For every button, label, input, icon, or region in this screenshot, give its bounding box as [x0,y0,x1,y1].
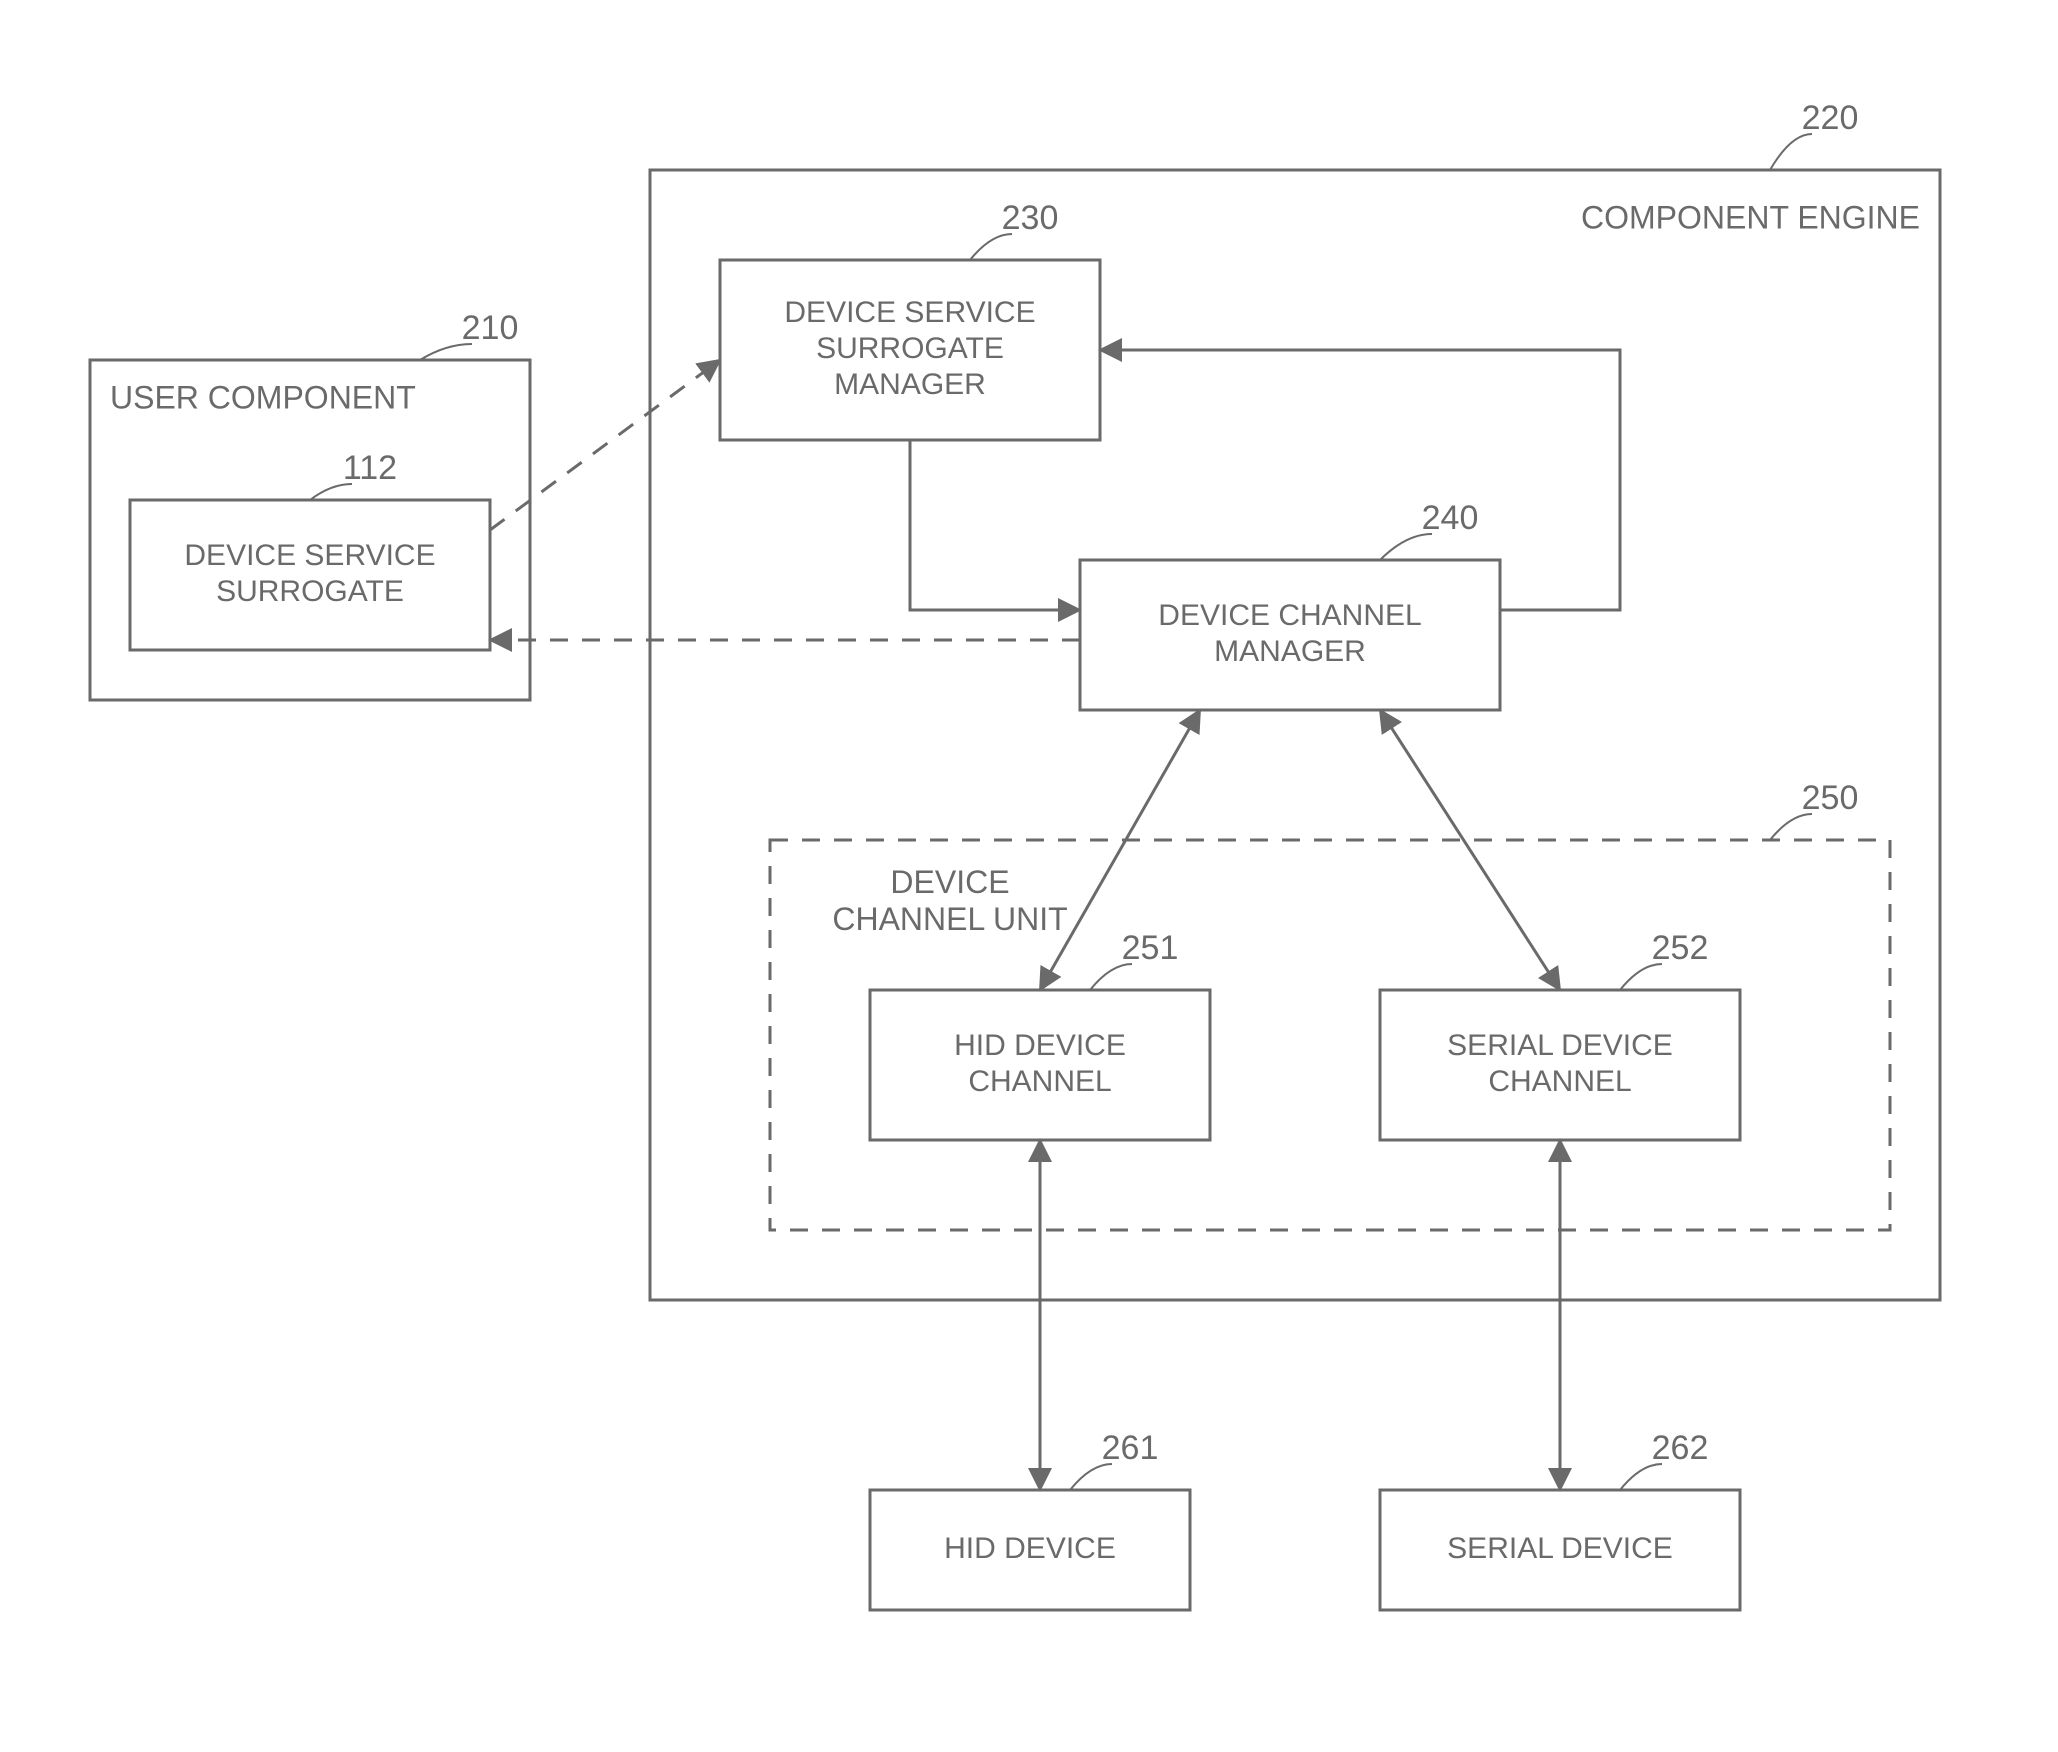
serial-device: SERIAL DEVICE [1380,1490,1740,1610]
user-component-title: USER COMPONENT [110,379,416,415]
connector [1380,710,1560,990]
device-service-surrogate-label: DEVICE SERVICESURROGATE [184,539,435,608]
ref-230-label: 230 [1002,199,1059,237]
ref-112-label: 112 [343,449,397,487]
hid-device-label: HID DEVICE [944,1532,1116,1565]
serial-device-channel: SERIAL DEVICECHANNEL [1380,990,1740,1140]
ref-262-label: 262 [1652,1429,1709,1467]
device-service-surrogate-manager: DEVICE SERVICESURROGATEMANAGER [720,260,1100,440]
connector [910,440,1080,610]
serial-device-label: SERIAL DEVICE [1447,1532,1673,1565]
hid-device-channel: HID DEVICECHANNEL [870,990,1210,1140]
ref-220-label: 220 [1802,99,1859,137]
serial-device-channel-label: SERIAL DEVICECHANNEL [1447,1029,1673,1098]
ref-261-label: 261 [1102,1429,1159,1467]
device-channel-unit-title: DEVICECHANNEL UNIT [832,864,1067,937]
ref-251-label: 251 [1122,929,1179,967]
ref-112: 112 [310,449,397,500]
hid-device: HID DEVICE [870,1490,1190,1610]
device-channel-manager: DEVICE CHANNELMANAGER [1080,560,1500,710]
ref-251: 251 [1090,929,1178,990]
ref-210-label: 210 [462,309,519,347]
hid-device-channel-label: HID DEVICECHANNEL [954,1029,1126,1098]
device-channel-manager-label: DEVICE CHANNELMANAGER [1158,599,1421,668]
ref-210: 210 [420,309,518,360]
ref-250-label: 250 [1802,779,1859,817]
component-engine-title: COMPONENT ENGINE [1581,199,1920,235]
ref-250: 250 [1770,779,1858,840]
ref-262: 262 [1620,1429,1708,1490]
ref-252: 252 [1620,929,1708,990]
connector [1100,350,1620,610]
device-service-surrogate: DEVICE SERVICESURROGATE [130,500,490,650]
ref-252-label: 252 [1652,929,1709,967]
ref-220: 220 [1770,99,1858,170]
device-service-surrogate-manager-label: DEVICE SERVICESURROGATEMANAGER [784,296,1035,401]
connector [490,360,720,530]
ref-240-label: 240 [1422,499,1479,537]
ref-230: 230 [970,199,1058,260]
ref-261: 261 [1070,1429,1158,1490]
ref-240: 240 [1380,499,1478,560]
